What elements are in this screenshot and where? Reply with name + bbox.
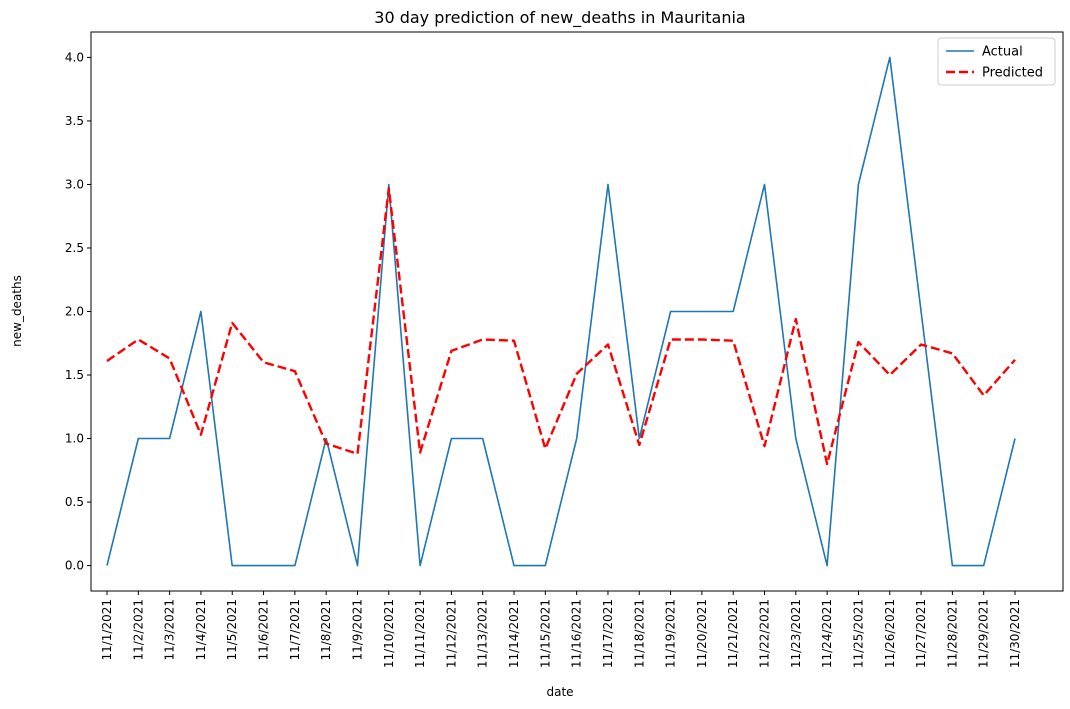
x-tick-label: 11/18/2021 — [632, 599, 646, 668]
x-tick-label: 11/16/2021 — [570, 599, 584, 668]
x-tick-label: 11/3/2021 — [163, 599, 177, 661]
series-line-actual — [106, 56, 1016, 567]
x-tick-label: 11/19/2021 — [664, 599, 678, 668]
x-tick-label: 11/7/2021 — [288, 599, 302, 661]
x-tick-label: 11/1/2021 — [100, 599, 114, 661]
legend-label-predicted: Predicted — [982, 66, 1043, 81]
x-tick-label: 11/24/2021 — [820, 599, 834, 668]
x-tick-label: 11/11/2021 — [413, 599, 427, 668]
y-axis-label: new_deaths — [10, 275, 24, 347]
x-tick-label: 11/17/2021 — [601, 599, 615, 668]
plot-frame — [90, 31, 1064, 592]
x-tick-label: 11/4/2021 — [194, 599, 208, 661]
x-tick-label: 11/9/2021 — [350, 599, 364, 661]
y-axis: 0.0 0.5 1.0 1.5 2.0 2.5 3.0 3.5 4.0 — [65, 50, 91, 573]
x-tick-label: 11/12/2021 — [444, 599, 458, 668]
series-line-predicted — [106, 187, 1016, 466]
legend-box — [937, 37, 1056, 86]
x-tick-label: 11/6/2021 — [257, 599, 271, 661]
y-tick-label: 3.5 — [65, 114, 84, 128]
y-tick-label: 3.0 — [65, 177, 84, 191]
x-tick-label: 11/30/2021 — [1008, 599, 1022, 668]
x-tick-label: 11/28/2021 — [945, 599, 959, 668]
x-tick-label: 11/27/2021 — [914, 599, 928, 668]
series-layer — [106, 56, 1016, 567]
x-tick-label: 11/14/2021 — [507, 599, 521, 668]
x-tick-label: 11/21/2021 — [726, 599, 740, 668]
x-tick-label: 11/23/2021 — [789, 599, 803, 668]
x-axis-label: date — [546, 685, 573, 699]
y-tick-label: 1.0 — [65, 432, 84, 446]
y-tick-label: 0.5 — [65, 495, 84, 509]
legend: Actual Predicted — [937, 37, 1056, 86]
y-tick-label: 0.0 — [65, 559, 84, 573]
x-tick-label: 11/8/2021 — [319, 599, 333, 661]
x-tick-label: 11/15/2021 — [538, 599, 552, 668]
y-tick-label: 2.5 — [65, 241, 84, 255]
x-tick-label: 11/25/2021 — [851, 599, 865, 668]
legend-label-actual: Actual — [982, 45, 1023, 60]
x-tick-label: 11/22/2021 — [758, 599, 772, 668]
y-tick-label: 4.0 — [65, 50, 84, 64]
x-tick-label: 11/29/2021 — [977, 599, 991, 668]
x-tick-label: 11/26/2021 — [883, 599, 897, 668]
y-tick-label: 1.5 — [65, 368, 84, 382]
y-tick-label: 2.0 — [65, 305, 84, 319]
x-axis: 11/1/2021 11/2/2021 11/3/2021 11/4/2021 11/5… — [100, 591, 1022, 668]
x-tick-label: 11/2/2021 — [131, 599, 145, 661]
x-tick-label: 11/20/2021 — [695, 599, 709, 668]
x-tick-label: 11/5/2021 — [225, 599, 239, 661]
x-tick-label: 11/13/2021 — [476, 599, 490, 668]
chart-title: 30 day prediction of new_deaths in Mauri… — [374, 8, 745, 28]
x-tick-label: 11/10/2021 — [382, 599, 396, 668]
